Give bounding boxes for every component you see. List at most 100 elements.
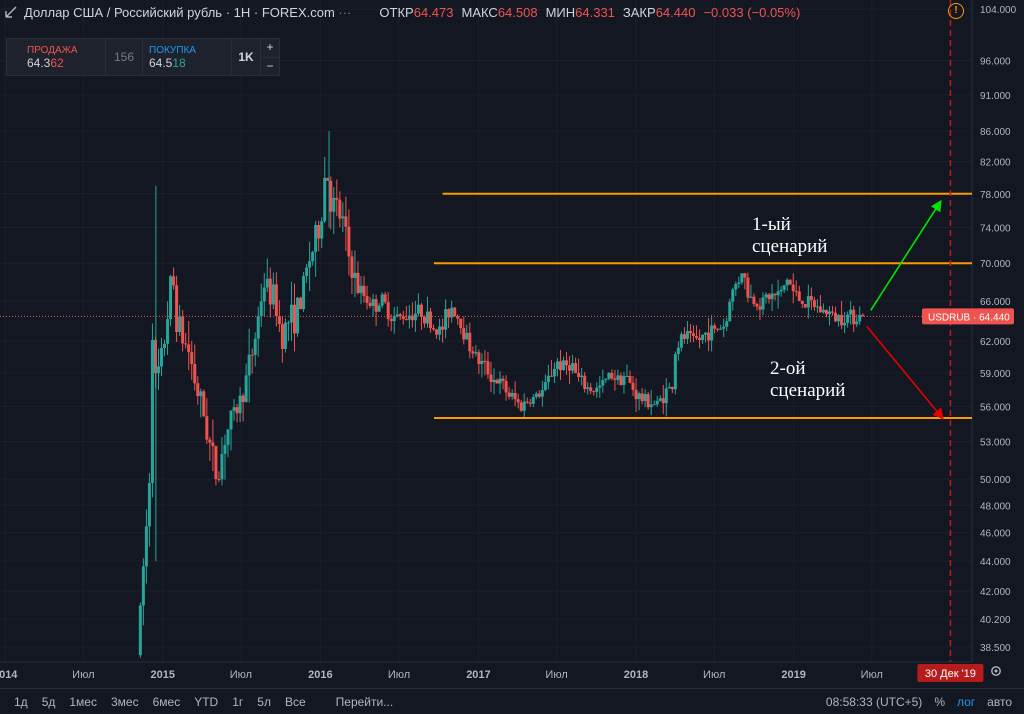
range-1m[interactable]: 1мес (69, 694, 97, 709)
candle-body (271, 284, 275, 305)
candle (190, 340, 194, 380)
candle-body (568, 365, 572, 371)
percent-toggle[interactable]: % (934, 694, 945, 709)
candle (513, 381, 517, 407)
candle (749, 284, 753, 299)
candle (800, 300, 804, 309)
range-all[interactable]: Все (284, 694, 306, 709)
candle-body (462, 327, 466, 340)
sell-button[interactable]: ПРОДАЖА 64.362 (27, 44, 78, 70)
candle (353, 250, 357, 298)
candle (280, 316, 284, 363)
candle (329, 176, 333, 230)
candle (220, 437, 224, 486)
candle-body (193, 364, 197, 384)
candle-body (410, 315, 414, 321)
alert-icon[interactable]: ! (948, 3, 964, 19)
candle (610, 369, 614, 381)
y-tick-label: 38.500 (980, 643, 1011, 654)
range-1y[interactable]: 1г (232, 694, 244, 709)
candle-body (147, 482, 151, 527)
candle-body (716, 328, 720, 330)
range-3m[interactable]: 3мес (110, 694, 139, 709)
log-toggle[interactable]: лог (956, 694, 976, 709)
candle-body (713, 325, 717, 329)
candle-body (580, 375, 584, 377)
candle-body (661, 398, 665, 404)
goto-date-button[interactable]: Перейти... (335, 694, 394, 709)
candle (737, 276, 741, 289)
candle-body (625, 375, 629, 377)
candle-body (323, 177, 327, 222)
candle-body (317, 224, 321, 239)
candle (450, 300, 454, 323)
candle (283, 318, 287, 353)
buy-button[interactable]: ПОКУПКА 64.518 (149, 44, 196, 70)
candle (247, 328, 251, 403)
candle-body (187, 344, 191, 353)
candle (256, 306, 260, 357)
candle-body (834, 312, 838, 322)
auto-toggle[interactable]: авто (987, 694, 1012, 709)
candle (803, 303, 807, 309)
collapse-icon[interactable] (4, 5, 18, 19)
candle-body (274, 284, 278, 317)
candle-body (537, 393, 541, 397)
candle (574, 357, 578, 374)
candle (640, 388, 644, 405)
candle (477, 349, 481, 374)
quantity-field[interactable]: 1K (231, 39, 260, 75)
decrease-quantity-button[interactable]: − (266, 58, 274, 73)
candle (828, 306, 832, 326)
range-5d[interactable]: 5д (41, 694, 56, 709)
candle (302, 271, 306, 313)
candle-body (855, 321, 859, 325)
candle-body (794, 291, 798, 293)
candle-body (546, 375, 550, 383)
candle (413, 301, 417, 332)
candle-body (283, 322, 287, 349)
range-5y[interactable]: 5л (257, 694, 271, 709)
candle (628, 370, 632, 384)
candle (525, 397, 529, 404)
candle-body (719, 328, 723, 330)
candle-body (507, 392, 511, 397)
candle-body (422, 316, 426, 324)
candle (773, 293, 777, 301)
candle-body (767, 294, 771, 300)
candle-body (840, 314, 844, 326)
candle-body (552, 368, 556, 377)
candle (507, 386, 511, 400)
gear-icon[interactable] (989, 664, 1003, 678)
y-tick-label: 48.000 (980, 501, 1011, 512)
candle (619, 372, 623, 386)
candle (519, 399, 523, 413)
candle-body (722, 326, 726, 329)
increase-quantity-button[interactable]: + (261, 39, 279, 58)
candle (474, 345, 478, 357)
candle (583, 372, 587, 393)
y-tick-label: 44.000 (980, 557, 1011, 568)
range-6m[interactable]: 6мес (152, 694, 181, 709)
range-ytd[interactable]: YTD (194, 694, 219, 709)
candle-body (211, 442, 215, 447)
candle-body (649, 404, 653, 408)
candle-body (577, 372, 581, 377)
candle (498, 371, 502, 394)
candle-body (347, 226, 351, 257)
candle-body (540, 390, 544, 397)
symbol-title[interactable]: Доллар США / Российский рубль · 1Н · FOR… (24, 4, 352, 20)
candle-body (534, 393, 538, 398)
candle-body (849, 309, 853, 315)
candle (156, 348, 160, 390)
candle (468, 322, 472, 359)
range-1d[interactable]: 1д (14, 694, 28, 709)
options-dots-icon[interactable]: ··· (338, 4, 352, 20)
candle (398, 312, 402, 321)
candle (558, 350, 562, 381)
candle-body (392, 316, 396, 322)
candle (652, 400, 656, 406)
candle (441, 318, 445, 343)
candle-body (595, 387, 599, 392)
